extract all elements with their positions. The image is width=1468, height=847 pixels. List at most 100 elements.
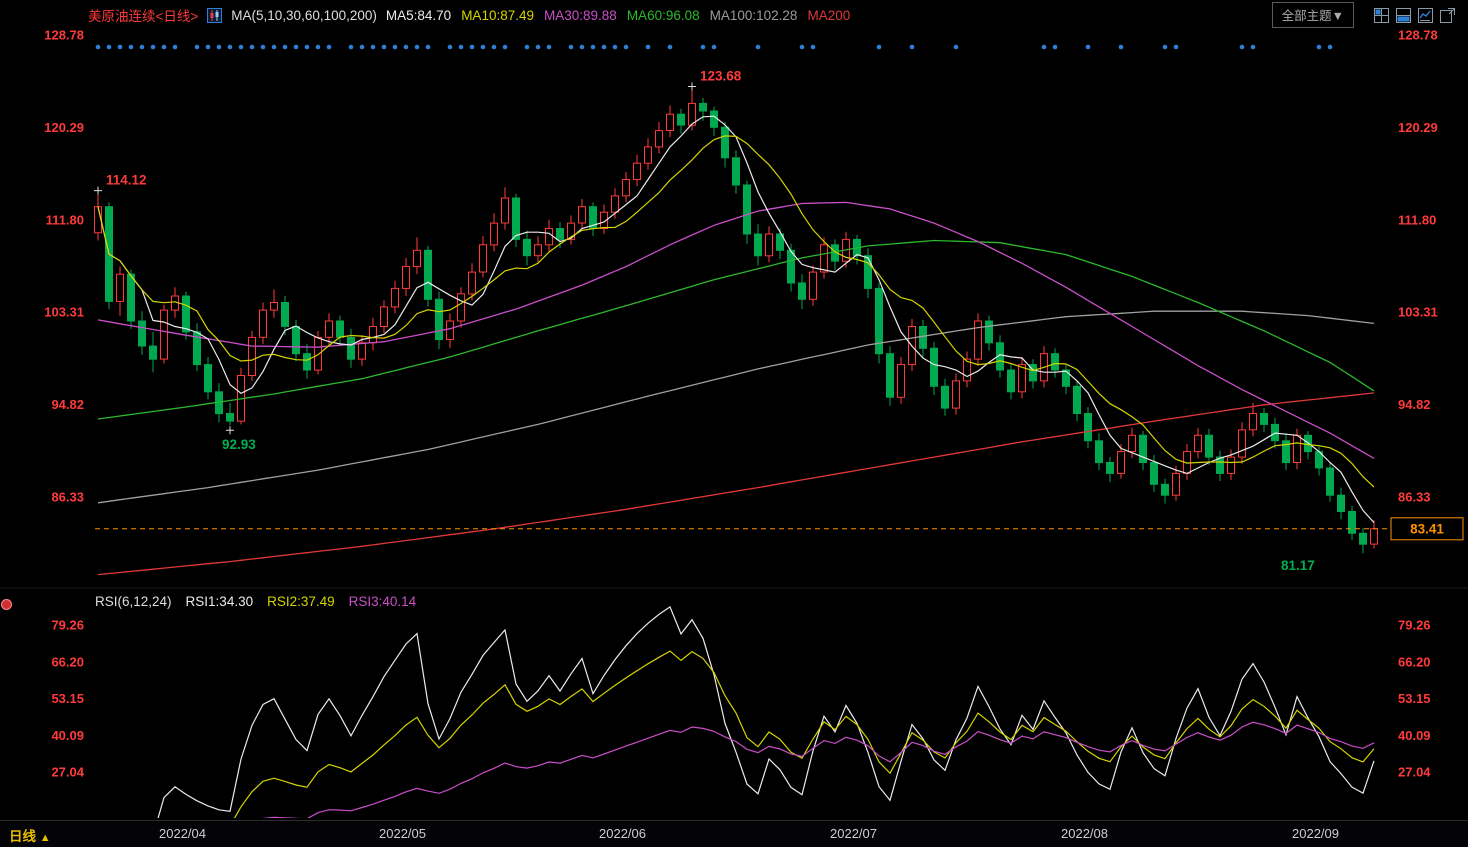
- candle-body[interactable]: [490, 222, 498, 246]
- candle-body[interactable]: [204, 364, 212, 393]
- candle-body[interactable]: [1073, 385, 1081, 414]
- event-dot[interactable]: [810, 44, 816, 50]
- candle-body[interactable]: [644, 146, 652, 164]
- candle-body[interactable]: [798, 282, 806, 300]
- event-dot[interactable]: [326, 44, 332, 50]
- event-dot[interactable]: [172, 44, 178, 50]
- candle-body[interactable]: [622, 179, 630, 197]
- candle-body[interactable]: [820, 244, 828, 273]
- candle-body[interactable]: [1051, 353, 1059, 371]
- event-dot[interactable]: [568, 44, 574, 50]
- candle-body[interactable]: [655, 130, 663, 148]
- event-dot[interactable]: [1052, 44, 1058, 50]
- event-dot[interactable]: [524, 44, 530, 50]
- candle-body[interactable]: [1326, 467, 1334, 496]
- candle-body[interactable]: [303, 353, 311, 371]
- candle-body[interactable]: [534, 244, 542, 257]
- event-dot[interactable]: [700, 44, 706, 50]
- candle-body[interactable]: [413, 249, 421, 268]
- candle-body[interactable]: [259, 309, 267, 338]
- event-dot[interactable]: [216, 44, 222, 50]
- event-dot[interactable]: [370, 44, 376, 50]
- event-dot[interactable]: [106, 44, 112, 50]
- event-dot[interactable]: [282, 44, 288, 50]
- candle-body[interactable]: [1172, 472, 1180, 496]
- event-dot[interactable]: [612, 44, 618, 50]
- candle-body[interactable]: [358, 342, 366, 360]
- candle-body[interactable]: [1293, 434, 1301, 463]
- event-dot[interactable]: [799, 44, 805, 50]
- candle-body[interactable]: [1282, 440, 1290, 464]
- event-dot[interactable]: [95, 44, 101, 50]
- event-dot[interactable]: [601, 44, 607, 50]
- candle-body[interactable]: [160, 309, 168, 360]
- event-dot[interactable]: [150, 44, 156, 50]
- candle-body[interactable]: [1150, 462, 1158, 485]
- candle-body[interactable]: [347, 336, 355, 360]
- candle-body[interactable]: [1370, 528, 1378, 545]
- event-dot[interactable]: [480, 44, 486, 50]
- candle-body[interactable]: [292, 326, 300, 355]
- candle-body[interactable]: [556, 228, 564, 240]
- event-dot[interactable]: [238, 44, 244, 50]
- event-dot[interactable]: [590, 44, 596, 50]
- event-dot[interactable]: [359, 44, 365, 50]
- candle-body[interactable]: [732, 157, 740, 186]
- candle-body[interactable]: [402, 266, 410, 289]
- candle-body[interactable]: [149, 345, 157, 360]
- event-dot[interactable]: [128, 44, 134, 50]
- event-dot[interactable]: [304, 44, 310, 50]
- candle-body[interactable]: [138, 320, 146, 347]
- candle-body[interactable]: [1018, 364, 1026, 393]
- event-dot[interactable]: [1316, 44, 1322, 50]
- event-dot[interactable]: [458, 44, 464, 50]
- candle-body[interactable]: [996, 342, 1004, 371]
- event-dot[interactable]: [1239, 44, 1245, 50]
- event-dot[interactable]: [502, 44, 508, 50]
- event-dot[interactable]: [271, 44, 277, 50]
- candle-body[interactable]: [424, 249, 432, 300]
- event-dot[interactable]: [579, 44, 585, 50]
- candle-body[interactable]: [677, 113, 685, 126]
- candle-body[interactable]: [985, 320, 993, 344]
- event-dot[interactable]: [414, 44, 420, 50]
- candle-body[interactable]: [1216, 456, 1224, 474]
- period-label[interactable]: 日线 ▲: [9, 829, 51, 844]
- event-dot[interactable]: [1162, 44, 1168, 50]
- event-dot[interactable]: [392, 44, 398, 50]
- candles-layer[interactable]: [94, 90, 1378, 554]
- candle-body[interactable]: [743, 184, 751, 235]
- candle-body[interactable]: [721, 126, 729, 159]
- candle-body[interactable]: [974, 320, 982, 360]
- candle-body[interactable]: [501, 197, 509, 224]
- theme-selector-button[interactable]: 全部主题▼: [1271, 2, 1354, 28]
- candle-body[interactable]: [1007, 369, 1015, 393]
- event-dot[interactable]: [876, 44, 882, 50]
- event-dot[interactable]: [117, 44, 123, 50]
- candle-body[interactable]: [457, 293, 465, 322]
- event-dot[interactable]: [953, 44, 959, 50]
- candle-body[interactable]: [1029, 364, 1037, 382]
- candle-body[interactable]: [611, 195, 619, 213]
- event-dot[interactable]: [205, 44, 211, 50]
- event-dot[interactable]: [711, 44, 717, 50]
- event-dot[interactable]: [348, 44, 354, 50]
- candle-body[interactable]: [765, 233, 773, 257]
- candle-body[interactable]: [1227, 456, 1235, 474]
- candle-body[interactable]: [919, 326, 927, 349]
- candle-body[interactable]: [776, 233, 784, 251]
- candle-body[interactable]: [446, 320, 454, 340]
- candle-body[interactable]: [578, 206, 586, 224]
- candle-body[interactable]: [1128, 434, 1136, 453]
- event-dot[interactable]: [491, 44, 497, 50]
- candle-body[interactable]: [523, 238, 531, 257]
- alert-dot-icon[interactable]: [1, 599, 12, 610]
- event-dot[interactable]: [403, 44, 409, 50]
- rsi-params-label[interactable]: RSI(6,12,24): [95, 594, 172, 609]
- candle-body[interactable]: [182, 295, 190, 333]
- ma-params-label[interactable]: MA(5,10,30,60,100,200): [231, 7, 377, 23]
- candle-body[interactable]: [952, 380, 960, 409]
- event-dot[interactable]: [194, 44, 200, 50]
- symbol-title[interactable]: 美原油连续<日线>: [88, 9, 199, 24]
